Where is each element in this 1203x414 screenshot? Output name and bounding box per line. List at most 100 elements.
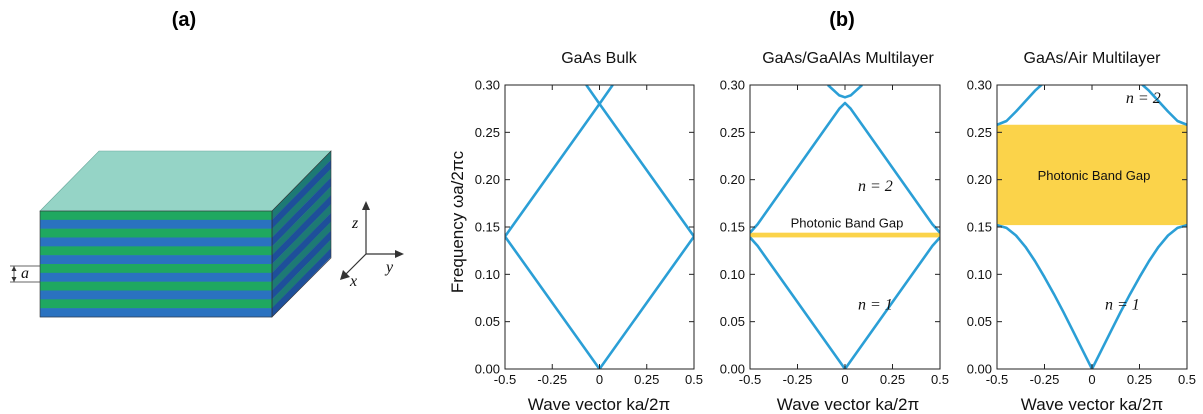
y-tick-label: 0.15 (967, 220, 992, 235)
x-axis-title: Wave vector ka/2π (1021, 395, 1163, 414)
stack-layer-side (272, 230, 331, 300)
band-line-2 (505, 102, 694, 238)
y-tick-label: 0.20 (475, 172, 500, 187)
band-index-label: n = 1 (858, 296, 893, 313)
plot-title: GaAs Bulk (561, 50, 638, 67)
y-tick-label: 0.00 (475, 362, 500, 377)
stack-layer (40, 264, 272, 274)
band-line-1 (505, 235, 694, 369)
x-tick-label: 0.5 (685, 372, 703, 387)
coordinate-axes: z y x (340, 201, 404, 290)
y-tick-label: 0.00 (720, 362, 745, 377)
band-line-2 (997, 85, 1044, 127)
plot-title: GaAs/Air Multilayer (1024, 50, 1162, 67)
band-diagram-3: -0.5 -0.25 0 0.25 0.5 0.00 0.05 0.10 0.15 0.20 0.2… (967, 50, 1196, 414)
plot-frame (504, 84, 695, 370)
stack-layer (40, 290, 272, 300)
y-tick-label: 0.10 (475, 267, 500, 282)
x-axis-title: Wave vector ka/2π (777, 395, 919, 414)
band-diagrams: -0.5 -0.25 0 0.25 0.5 0.00 0.05 0.10 0.15 0.20 0.2… (475, 50, 1196, 414)
x-tick-label: 0.25 (1127, 372, 1152, 387)
x-tick-label: -0.25 (537, 372, 567, 387)
y-tick-label: 0.05 (720, 314, 745, 329)
stack-layer (40, 246, 272, 256)
period-indicator: a (10, 265, 40, 283)
band-gap-region (997, 124, 1187, 226)
y-tick-label: 0.15 (475, 220, 500, 235)
stack-layer (40, 255, 272, 265)
axis-x-label: x (349, 273, 357, 290)
panel-label-b: (b) (829, 9, 855, 31)
y-tick-label: 0.15 (720, 220, 745, 235)
stack-layer (40, 308, 272, 318)
panel-label-a: (a) (172, 9, 196, 31)
x-tick-label: -0.25 (783, 372, 813, 387)
period-label: a (21, 265, 29, 282)
band-index-label: n = 2 (858, 178, 893, 195)
band-line-3 (585, 85, 614, 106)
y-tick-label: 0.20 (967, 172, 992, 187)
x-tick-label: 0 (841, 372, 848, 387)
x-tick-label: 0 (1088, 372, 1095, 387)
stack-layer-side (272, 248, 331, 318)
stack-layer (40, 219, 272, 229)
x-tick-label: -0.5 (986, 372, 1008, 387)
y-tick-label: 0.20 (720, 172, 745, 187)
stack-layer-side (272, 177, 331, 247)
y-tick-label: 0.05 (475, 314, 500, 329)
axis-z-label: z (351, 215, 359, 232)
y-tick-label: 0.25 (475, 125, 500, 140)
x-tick-label: -0.25 (1030, 372, 1060, 387)
x-tick-label: -0.5 (739, 372, 761, 387)
stack-layer-side (272, 221, 331, 291)
band-line-3 (827, 85, 863, 99)
y-tick-label: 0.25 (720, 125, 745, 140)
stack-layer-side (272, 212, 331, 282)
band-gap-label: Photonic Band Gap (791, 216, 904, 231)
x-tick-label: -0.5 (494, 372, 516, 387)
band-gap-region (750, 232, 940, 238)
stack-layer-side (272, 204, 331, 274)
x-axis-title: Wave vector ka/2π (528, 395, 670, 414)
x-tick-label: 0.5 (1178, 372, 1196, 387)
stack-layer-side (272, 168, 331, 238)
x-tick-label: 0.5 (931, 372, 949, 387)
stack-layer-side (272, 195, 331, 265)
band-line-1 (997, 223, 1187, 369)
stack-layer-side (272, 186, 331, 256)
band-line-3 (1140, 85, 1187, 127)
band-index-label: n = 2 (1126, 90, 1161, 107)
stack-layer-side (272, 239, 331, 309)
stack-layer (40, 237, 272, 247)
stack-layer-side (272, 151, 331, 221)
band-line-1 (750, 236, 940, 369)
band-diagram-2: -0.5 -0.25 0 0.25 0.5 0.00 0.05 0.10 0.15 0.20 0.2… (720, 50, 949, 414)
y-tick-label: 0.00 (967, 362, 992, 377)
stack-layer (40, 272, 272, 282)
band-diagram-1: -0.5 -0.25 0 0.25 0.5 0.00 0.05 0.10 0.15 0.20 0.2… (475, 50, 703, 414)
y-axis-title: Frequency ωa/2πc (448, 150, 467, 293)
stack-layer-side (272, 159, 331, 229)
stack-layer (40, 281, 272, 291)
y-tick-label: 0.30 (967, 78, 992, 93)
stack-layer (40, 299, 272, 309)
y-tick-label: 0.05 (967, 314, 992, 329)
stack-front-face (40, 211, 272, 318)
y-tick-label: 0.10 (720, 267, 745, 282)
band-line-2 (750, 101, 940, 234)
band-index-label: n = 1 (1105, 296, 1140, 313)
stack-side-face (272, 151, 331, 318)
y-tick-label: 0.30 (475, 78, 500, 93)
y-tick-label: 0.25 (967, 125, 992, 140)
x-tick-label: 0.25 (880, 372, 905, 387)
plot-title: GaAs/GaAlAs Multilayer (762, 50, 934, 67)
band-gap-label: Photonic Band Gap (1038, 168, 1151, 183)
y-tick-label: 0.10 (967, 267, 992, 282)
x-tick-label: 0 (596, 372, 603, 387)
x-tick-label: 0.25 (634, 372, 659, 387)
stack-layer (40, 228, 272, 238)
y-tick-label: 0.30 (720, 78, 745, 93)
multilayer-stack (39, 150, 332, 318)
axis-y-label: y (384, 259, 394, 276)
